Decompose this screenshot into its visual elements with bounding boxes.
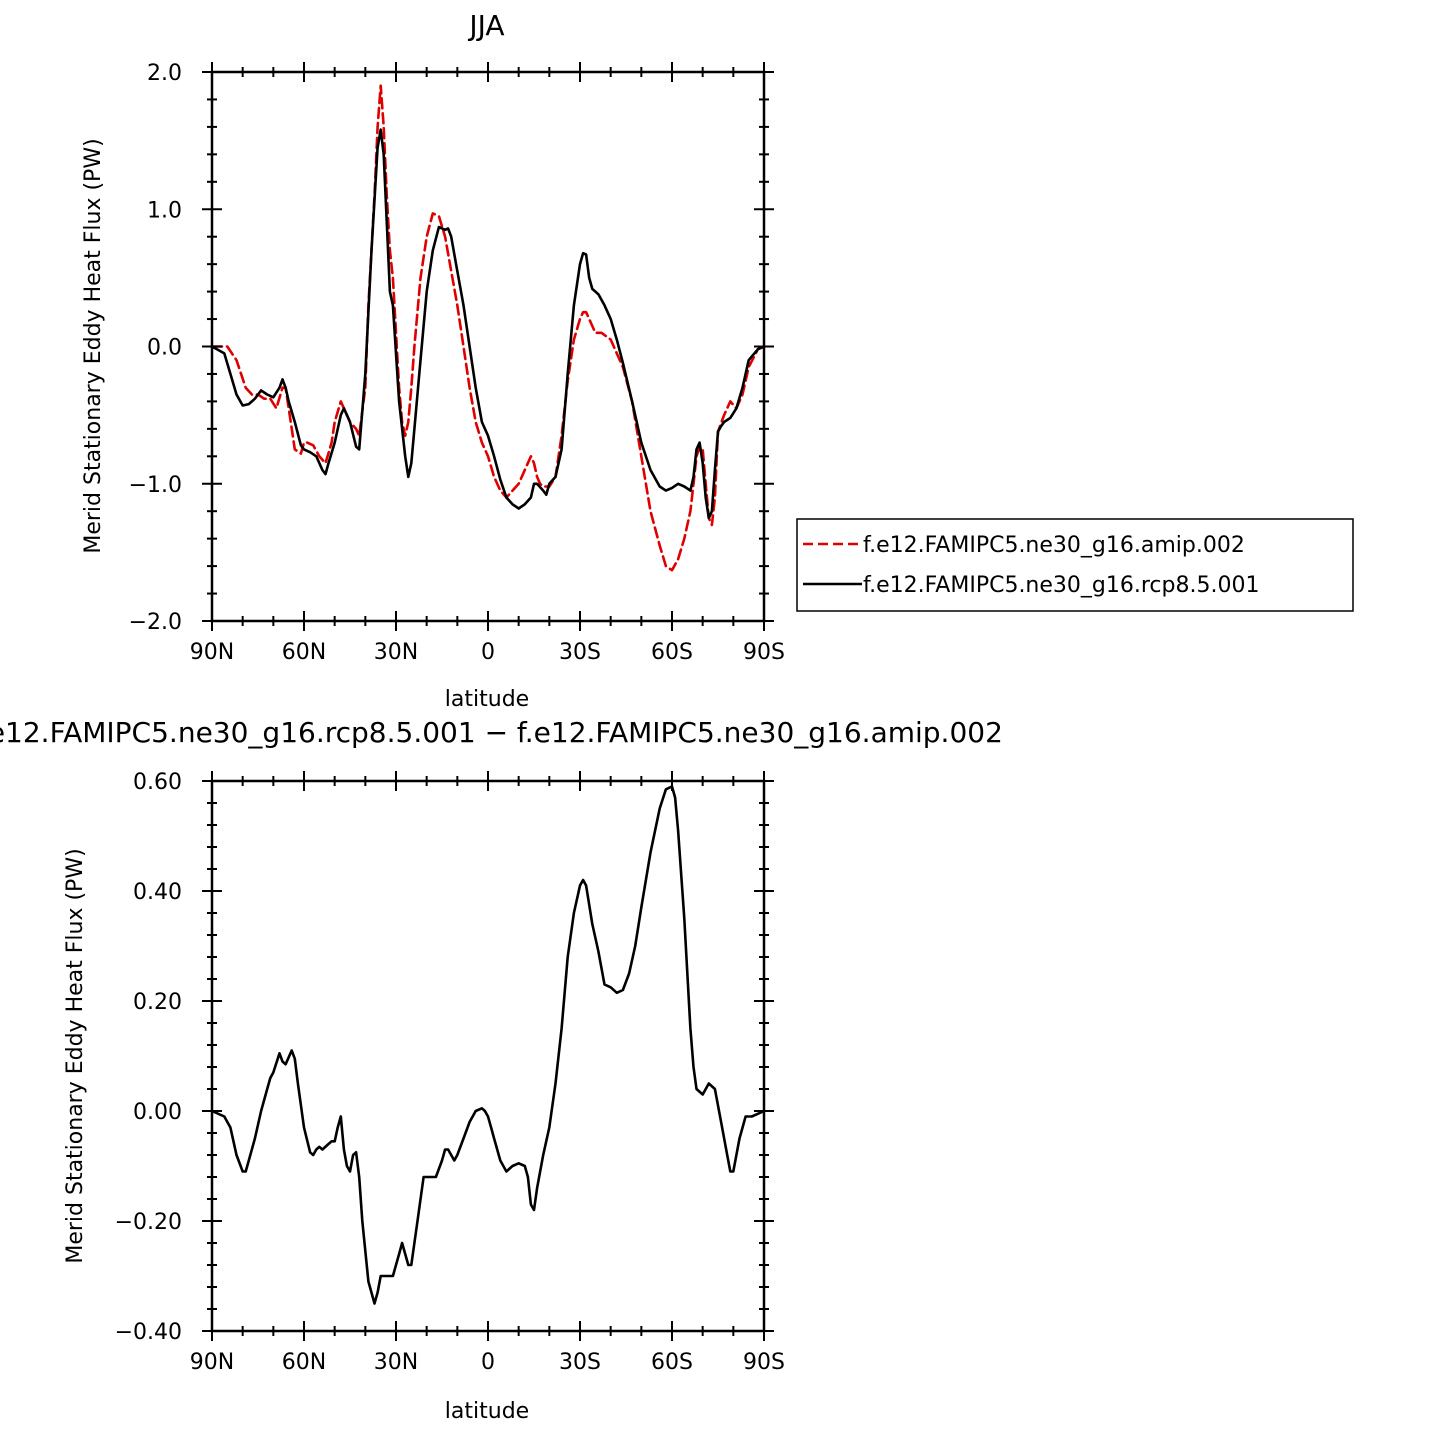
x-axis-title-top: latitude — [445, 687, 529, 712]
x-axis-top: 90N 60N 30N 0 30S 60S 90S — [190, 62, 785, 665]
y-tick-label: 0.00 — [133, 1100, 182, 1125]
x-tick-label: 90S — [743, 640, 785, 665]
legend-label-amip: f.e12.FAMIPC5.ne30_g16.amip.002 — [863, 533, 1245, 558]
x-tick-label: 60S — [651, 640, 693, 665]
plot-area-bottom — [210, 785, 766, 1305]
panel-bottom: f.e12.FAMIPC5.ne30_g16.rcp8.5.001 − f.e1… — [0, 716, 1003, 1424]
legend-label-rcp85: f.e12.FAMIPC5.ne30_g16.rcp8.5.001 — [863, 573, 1259, 598]
x-tick-label: 90S — [743, 1350, 785, 1375]
x-tick-label: 90N — [190, 1350, 234, 1375]
x-tick-label: 90N — [190, 640, 234, 665]
y-axis-title-bottom: Merid Stationary Eddy Heat Flux (PW) — [63, 848, 88, 1263]
x-tick-label: 30S — [559, 1350, 601, 1375]
y-tick-label: 0.40 — [133, 880, 182, 905]
y-axis-bottom: −0.40 −0.20 0.00 0.20 0.40 0.60 — [115, 770, 774, 1345]
x-tick-label: 60S — [651, 1350, 693, 1375]
x-axis-bottom: 90N 60N 30N 0 30S 60S 90S — [190, 771, 785, 1375]
x-axis-title-bottom: latitude — [445, 1399, 529, 1424]
y-tick-label: −1.0 — [129, 473, 182, 498]
y-tick-label: −0.40 — [115, 1320, 182, 1345]
legend-box — [796, 518, 1354, 612]
panel-top: JJA 90N 60N 30N 0 30S 60S 90S −2.0 −1.0 0.0 1.0 2.… — [81, 9, 1354, 712]
legend: f.e12.FAMIPC5.ne30_g16.amip.002 f.e12.FA… — [796, 518, 1354, 612]
y-tick-label: −0.20 — [115, 1210, 182, 1235]
series-line-0 — [210, 84, 766, 572]
y-axis-top: −2.0 −1.0 0.0 1.0 2.0 — [129, 61, 774, 635]
x-tick-label: 30S — [559, 640, 601, 665]
y-tick-label: 0.60 — [133, 770, 182, 795]
y-tick-label: 2.0 — [147, 61, 182, 86]
y-axis-title-top: Merid Stationary Eddy Heat Flux (PW) — [81, 138, 106, 553]
plot-frame-top — [210, 70, 766, 623]
y-tick-label: 0.0 — [147, 336, 182, 361]
x-tick-label: 0 — [481, 1350, 495, 1375]
x-tick-label: 60N — [282, 1350, 326, 1375]
chart-title-bottom: f.e12.FAMIPC5.ne30_g16.rcp8.5.001 − f.e1… — [0, 716, 1003, 749]
x-tick-label: 30N — [374, 1350, 418, 1375]
plot-area-top — [210, 84, 766, 572]
y-tick-label: 0.20 — [133, 990, 182, 1015]
y-tick-label: −2.0 — [129, 610, 182, 635]
chart-title-top: JJA — [467, 9, 504, 42]
x-tick-label: 0 — [481, 640, 495, 665]
series-line-0 — [210, 785, 766, 1305]
series-line-1 — [210, 128, 766, 520]
y-tick-label: 1.0 — [147, 198, 182, 223]
x-tick-label: 30N — [374, 640, 418, 665]
x-tick-label: 60N — [282, 640, 326, 665]
